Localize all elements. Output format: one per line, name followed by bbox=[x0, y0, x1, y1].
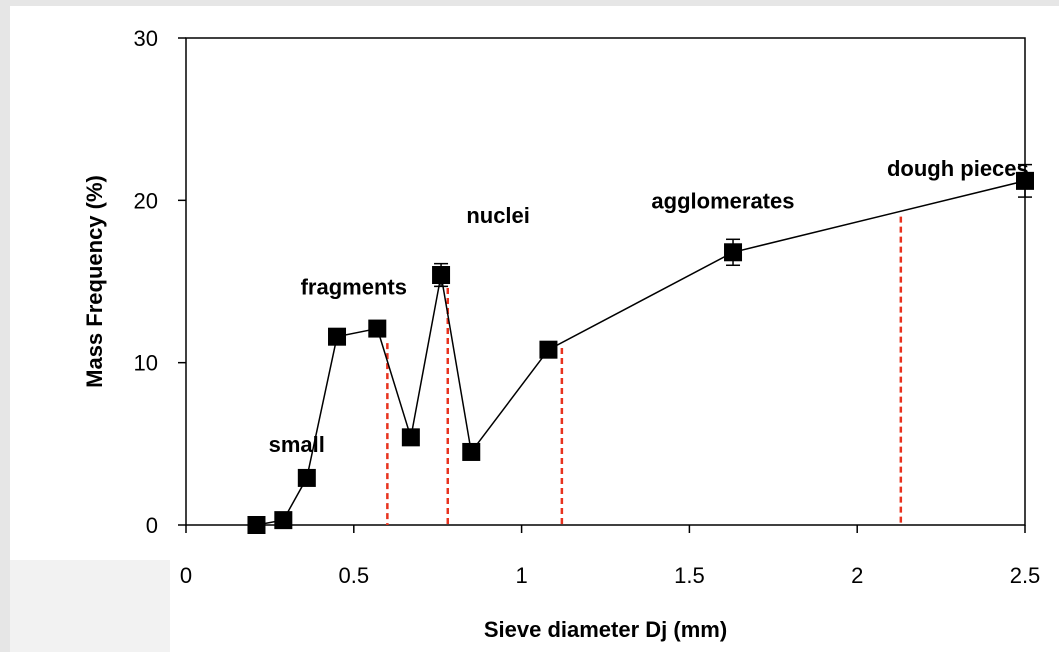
annotation-label: small bbox=[269, 432, 325, 457]
boundary-lines bbox=[386, 216, 903, 525]
plot-area bbox=[185, 37, 1026, 526]
data-point bbox=[328, 327, 347, 346]
y-tick-label: 20 bbox=[134, 188, 158, 213]
data-point bbox=[432, 266, 451, 285]
data-point bbox=[724, 243, 743, 262]
data-point bbox=[401, 428, 420, 447]
x-tick-label: 2 bbox=[851, 563, 863, 588]
annotation-label: nuclei bbox=[466, 203, 530, 228]
x-tick-label: 0 bbox=[180, 563, 192, 588]
data-series bbox=[247, 163, 1034, 534]
x-tick-label: 0.5 bbox=[339, 563, 370, 588]
data-point bbox=[1016, 171, 1034, 190]
data-point bbox=[368, 319, 387, 338]
y-tick-label: 0 bbox=[146, 513, 158, 538]
annotations: small fragments nuclei agglomerates dough pi… bbox=[269, 156, 1029, 457]
y-axis-title: Mass Frequency (%) bbox=[82, 175, 107, 388]
x-tick-label: 1.5 bbox=[674, 563, 705, 588]
y-axis-ticks: 0 10 20 30 bbox=[134, 26, 186, 538]
y-tick-label: 10 bbox=[134, 351, 158, 376]
annotation-label: agglomerates bbox=[651, 188, 794, 213]
annotation-label: fragments bbox=[301, 274, 407, 299]
data-point bbox=[297, 468, 316, 487]
data-point bbox=[539, 340, 558, 359]
data-point bbox=[247, 516, 266, 534]
x-tick-label: 2.5 bbox=[1010, 563, 1041, 588]
data-point bbox=[462, 442, 481, 461]
data-point bbox=[274, 511, 293, 530]
x-axis-title: Sieve diameter Dj (mm) bbox=[484, 617, 727, 642]
x-axis-ticks: 0 0.5 1 1.5 2 2.5 bbox=[180, 525, 1040, 588]
x-tick-label: 1 bbox=[515, 563, 527, 588]
y-tick-label: 30 bbox=[134, 26, 158, 51]
annotation-label: dough pieces bbox=[887, 156, 1029, 181]
chart-card-inset bbox=[10, 560, 170, 652]
